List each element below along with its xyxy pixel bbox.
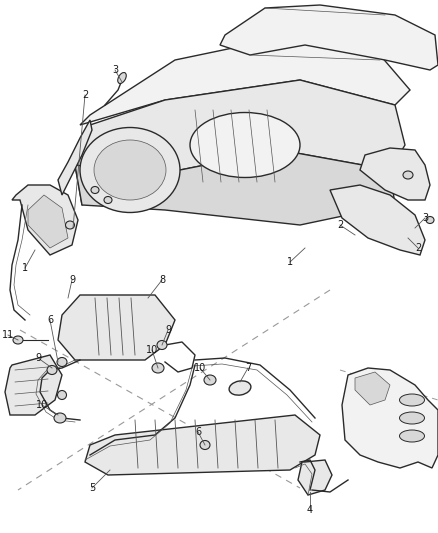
Text: 2: 2 xyxy=(415,243,421,253)
Ellipse shape xyxy=(204,375,216,385)
Polygon shape xyxy=(58,120,92,195)
Ellipse shape xyxy=(80,127,180,213)
Ellipse shape xyxy=(54,413,66,423)
Polygon shape xyxy=(5,355,62,415)
Text: 9: 9 xyxy=(165,325,171,335)
Text: 3: 3 xyxy=(112,65,118,75)
Text: 10: 10 xyxy=(146,345,158,355)
Ellipse shape xyxy=(403,171,413,179)
Polygon shape xyxy=(360,148,430,200)
Ellipse shape xyxy=(57,358,67,367)
Polygon shape xyxy=(355,372,390,405)
Ellipse shape xyxy=(426,216,434,223)
Text: 6: 6 xyxy=(47,315,53,325)
Text: 10: 10 xyxy=(36,400,48,410)
Text: 1: 1 xyxy=(22,263,28,273)
Text: 10: 10 xyxy=(194,363,206,373)
Text: 9: 9 xyxy=(69,275,75,285)
Ellipse shape xyxy=(57,391,67,400)
Ellipse shape xyxy=(157,341,167,350)
Polygon shape xyxy=(298,460,332,495)
Polygon shape xyxy=(12,185,78,255)
Polygon shape xyxy=(342,368,438,468)
Text: 1: 1 xyxy=(287,257,293,267)
Ellipse shape xyxy=(94,140,166,200)
Polygon shape xyxy=(80,35,410,125)
Text: 4: 4 xyxy=(307,505,313,515)
Ellipse shape xyxy=(66,221,74,229)
Ellipse shape xyxy=(13,336,23,344)
Text: 8: 8 xyxy=(159,275,165,285)
Polygon shape xyxy=(220,5,438,70)
Ellipse shape xyxy=(91,187,99,193)
Polygon shape xyxy=(58,295,175,360)
Text: 9: 9 xyxy=(35,353,41,363)
Ellipse shape xyxy=(399,412,424,424)
Text: 7: 7 xyxy=(245,363,251,373)
Polygon shape xyxy=(85,415,320,475)
Text: 6: 6 xyxy=(195,427,201,437)
Text: 3: 3 xyxy=(422,213,428,223)
Ellipse shape xyxy=(118,72,126,84)
Polygon shape xyxy=(75,150,395,225)
Ellipse shape xyxy=(229,381,251,395)
Polygon shape xyxy=(28,195,68,248)
Text: 11: 11 xyxy=(2,330,14,340)
Ellipse shape xyxy=(200,440,210,449)
Ellipse shape xyxy=(399,394,424,406)
Text: 2: 2 xyxy=(82,90,88,100)
Ellipse shape xyxy=(47,366,57,375)
Ellipse shape xyxy=(399,430,424,442)
Text: 5: 5 xyxy=(89,483,95,493)
Ellipse shape xyxy=(104,197,112,204)
Ellipse shape xyxy=(152,363,164,373)
Ellipse shape xyxy=(190,112,300,177)
Polygon shape xyxy=(75,80,405,205)
Polygon shape xyxy=(330,185,425,255)
Text: 2: 2 xyxy=(337,220,343,230)
